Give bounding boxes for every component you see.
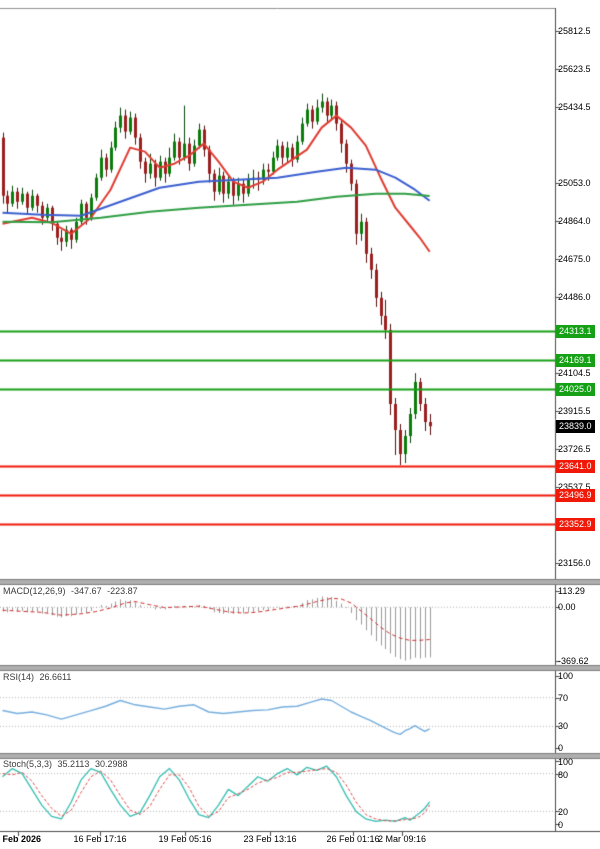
price-tick-label: 24675.0 — [558, 254, 591, 264]
macd-scale-label: 113.29 — [558, 586, 585, 596]
rsi-scale-label: 70 — [558, 693, 569, 703]
stoch-indicator-label: Stoch(5,3,3) 35.2113 30.2988 — [3, 759, 130, 770]
time-axis-label: 2 Feb 2026 — [0, 834, 42, 844]
time-axis-label: 2 Mar 09:16 — [377, 834, 427, 844]
macd-indicator-label: MACD(12,26,9) -347.67 -223.87 — [3, 586, 141, 597]
stoch-scale-label: 0 — [558, 820, 564, 830]
stoch-scale-label: 80 — [558, 770, 569, 780]
stoch-d-value: 30.2988 — [94, 759, 128, 769]
price-tick-label: 23915.5 — [558, 406, 591, 416]
macd-signal-value: -223.87 — [107, 586, 138, 596]
price-tick-label: 25812.5 — [558, 26, 591, 36]
time-axis-label: 16 Feb 17:16 — [73, 834, 127, 844]
resistance-level-badge: 24025.0 — [556, 383, 595, 396]
macd-main-value: -347.67 — [71, 586, 102, 596]
time-axis[interactable]: 2 Feb 2026 16 Feb 17:16 19 Feb 05:16 23 Feb… — [0, 832, 600, 849]
price-tick-label: 25434.5 — [558, 102, 591, 112]
support-level-badge: 23352.9 — [556, 518, 595, 531]
macd-scale-label: 0.00 — [558, 602, 576, 612]
time-axis-label: 23 Feb 13:16 — [243, 834, 297, 844]
rsi-scale-label: 100 — [558, 671, 574, 681]
stoch-scale-label: 20 — [558, 807, 569, 817]
rsi-name: RSI(14) — [3, 672, 35, 682]
price-tick-label: 24486.0 — [558, 292, 591, 302]
support-level-badge: 23641.0 — [556, 460, 595, 473]
stoch-k-value: 35.2113 — [57, 759, 90, 769]
price-tick-label: 24104.5 — [558, 368, 591, 378]
price-tick-label: 25053.0 — [558, 178, 591, 188]
time-axis-label: 19 Feb 05:16 — [158, 834, 212, 844]
price-tick-label: 25623.5 — [558, 64, 591, 74]
price-tick-label: 23726.5 — [558, 444, 591, 454]
time-axis-label: 26 Feb 01:16 — [326, 834, 380, 844]
price-tick-label: 24864.0 — [558, 216, 591, 226]
rsi-scale-label: 30 — [558, 721, 569, 731]
current-price-badge: 23839.0 — [556, 420, 595, 433]
rsi-indicator-label: RSI(14) 26.6611 — [3, 672, 74, 683]
price-tick-label: 23156.0 — [558, 558, 591, 568]
stoch-scale-label: 100 — [558, 757, 574, 767]
price-tick-label: 23537.5 — [558, 482, 591, 492]
resistance-level-badge: 24169.1 — [556, 354, 595, 367]
rsi-scale-label: 0 — [558, 743, 564, 753]
rsi-value: 26.6611 — [39, 672, 72, 682]
resistance-level-badge: 24313.1 — [556, 325, 595, 338]
stoch-name: Stoch(5,3,3) — [3, 759, 53, 769]
macd-scale-label: -369.62 — [558, 656, 589, 666]
support-level-badge: 23496.9 — [556, 489, 595, 502]
price-axis[interactable]: 25812.5 25623.5 25434.5 25053.0 24864.0 24675… — [556, 0, 600, 832]
macd-name: MACD(12,26,9) — [3, 586, 66, 596]
